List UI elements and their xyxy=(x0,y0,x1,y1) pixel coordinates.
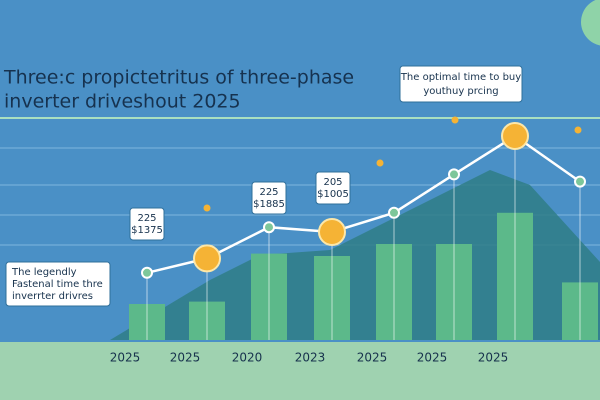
annotation-text: $1885 xyxy=(253,199,285,210)
annotation-text: The legendly xyxy=(11,267,77,278)
annotation-box xyxy=(251,181,287,215)
x-tick-label: 2020 xyxy=(232,351,263,365)
x-tick-label: 2025 xyxy=(110,351,141,365)
line-point xyxy=(141,266,153,279)
x-tick-label: 2025 xyxy=(170,351,201,365)
line-point xyxy=(263,221,275,234)
chart-title: Three:c propictetritus of three-phase xyxy=(3,67,354,89)
annotation-text: 225 xyxy=(259,187,278,198)
annotation-text: $1005 xyxy=(317,189,349,200)
annotation-text: 225 xyxy=(137,213,156,224)
x-tick-label: 2025 xyxy=(417,351,448,365)
x-tick-label: 2025 xyxy=(357,351,388,365)
decor-dot xyxy=(203,204,211,212)
highlight-point xyxy=(318,218,346,246)
annotation-box xyxy=(129,207,165,241)
annotation-box xyxy=(5,261,111,307)
highlight-point xyxy=(193,244,221,273)
corner-decoration xyxy=(581,0,600,46)
x-tick-label: 2023 xyxy=(295,351,326,365)
highlight-point xyxy=(501,122,529,150)
annotation-box xyxy=(315,171,351,205)
annotation-text: inverrter drivres xyxy=(12,291,93,302)
annotation-text: Fastenal time thre xyxy=(12,279,103,290)
ground-strip xyxy=(0,342,600,400)
line-point xyxy=(388,206,400,219)
decor-dot xyxy=(376,159,384,167)
plot: 2025 2025 2020 2023 2025 2025 2025225$1375225$… xyxy=(5,65,598,365)
decor-dot xyxy=(451,116,459,124)
annotation-text: The optimal time to buy xyxy=(400,72,521,83)
annotation-text: $1375 xyxy=(131,225,163,236)
annotation-text: 205 xyxy=(323,177,342,188)
line-point xyxy=(448,168,460,181)
line-point xyxy=(574,175,586,188)
chart-title: inverter driveshout 2025 xyxy=(4,91,241,113)
annotation-box xyxy=(399,65,523,103)
x-tick-label: 2025 xyxy=(478,351,509,365)
decor-dot xyxy=(574,126,582,134)
annotation-text: youthuy prcing xyxy=(423,86,498,97)
mountain-area xyxy=(110,170,600,340)
